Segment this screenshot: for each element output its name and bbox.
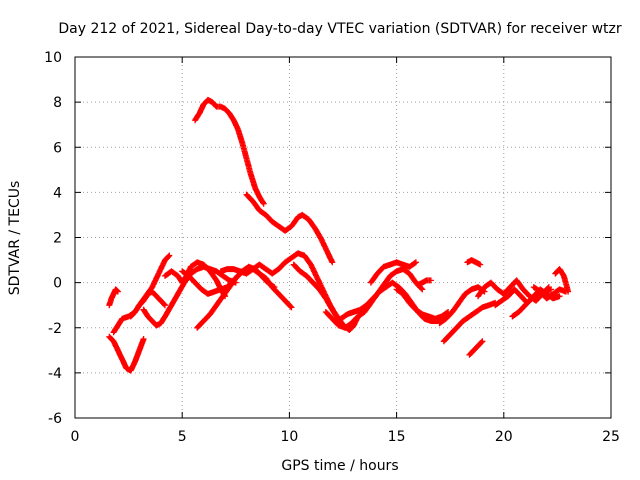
data-point-trail — [415, 277, 434, 288]
chart-title: Day 212 of 2021, Sidereal Day-to-day VTE… — [58, 21, 622, 37]
series-arc26 — [530, 284, 569, 302]
series-arc4 — [127, 288, 168, 320]
y-tick-label: 2 — [53, 231, 62, 247]
series-arc1 — [106, 333, 147, 374]
x-tick-label: 10 — [280, 429, 298, 445]
series-arc22 — [466, 338, 486, 358]
data-point-trail — [393, 286, 452, 322]
series-arc20 — [436, 284, 488, 327]
x-tick-label: 20 — [495, 429, 513, 445]
axis-ticks — [74, 56, 612, 419]
series-arc17 — [393, 286, 452, 322]
series-arc13 — [290, 261, 349, 331]
data-point-trail — [440, 299, 499, 345]
series-arc10 — [243, 191, 336, 266]
data-point-trail — [436, 284, 488, 327]
grid — [75, 57, 611, 418]
series-arc21 — [464, 257, 484, 268]
y-tick-label: 4 — [53, 185, 62, 201]
data-point-trail — [464, 257, 484, 268]
data-point-trail — [530, 284, 569, 302]
y-tick-label: -4 — [48, 366, 62, 382]
y-tick-label: -2 — [48, 321, 62, 337]
series-arc19 — [440, 299, 499, 345]
data-point-trail — [106, 333, 147, 374]
data-marks — [106, 96, 572, 374]
y-tick-label: 10 — [44, 50, 62, 66]
x-tick-label: 0 — [71, 429, 80, 445]
data-point-trail — [243, 191, 336, 266]
x-axis-label: GPS time / hours — [281, 458, 398, 474]
series-arc27 — [552, 266, 572, 295]
data-point-trail — [106, 286, 121, 309]
y-tick-label: -6 — [48, 411, 62, 427]
data-point-trail — [194, 263, 278, 331]
tick-labels: 0 5 10 15 20 25 -6 -4 -2 0 2 4 6 8 10 — [44, 50, 620, 445]
y-axis-label: SDTVAR / TECUs — [7, 181, 23, 296]
y-tick-label: 6 — [53, 140, 62, 156]
y-tick-label: 8 — [53, 95, 62, 111]
x-tick-label: 25 — [602, 429, 620, 445]
data-point-trail — [127, 288, 168, 320]
series-arc8 — [194, 263, 278, 331]
series-arc16 — [367, 259, 419, 286]
data-point-trail — [552, 266, 572, 295]
series-arc12 — [250, 266, 295, 311]
data-point-trail — [250, 266, 295, 311]
data-point-trail — [367, 259, 419, 286]
series-arc2 — [106, 286, 121, 309]
data-point-trail — [466, 338, 486, 358]
y-tick-label: 0 — [53, 276, 62, 292]
x-tick-label: 5 — [178, 429, 187, 445]
x-tick-label: 15 — [388, 429, 406, 445]
series-arc9 — [192, 96, 267, 207]
data-point-trail — [290, 261, 349, 331]
series-arc18 — [415, 277, 434, 288]
data-point-trail — [192, 96, 267, 207]
